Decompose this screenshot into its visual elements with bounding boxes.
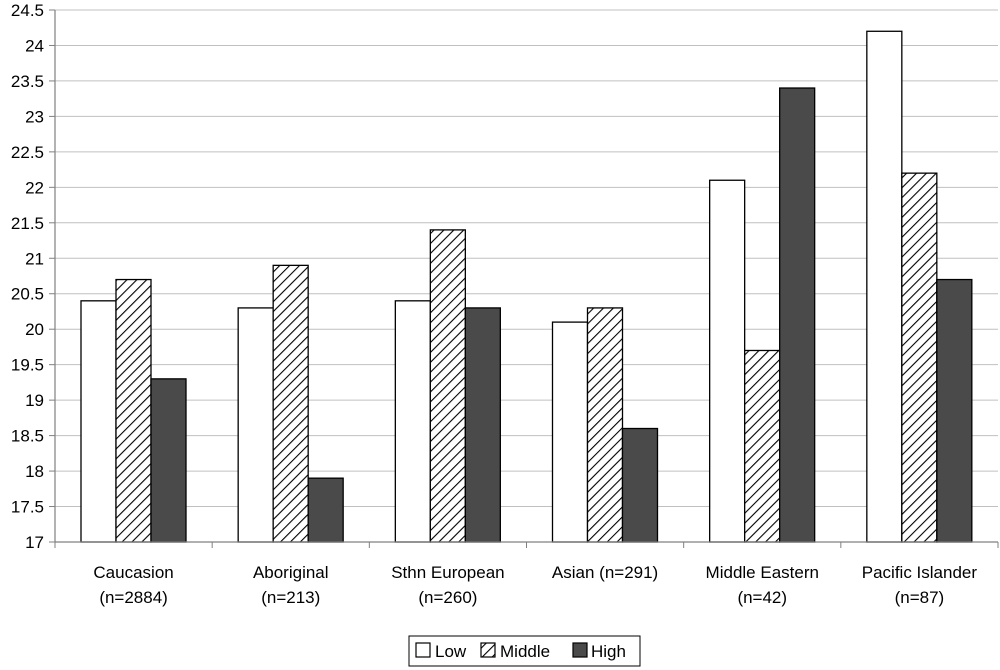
x-category-label: Sthn European — [391, 563, 504, 582]
y-tick-label: 19 — [25, 391, 44, 410]
y-tick-label: 21 — [25, 249, 44, 268]
bar-middle — [586, 307, 624, 543]
y-tick-label: 23.5 — [11, 72, 44, 91]
bar-low — [394, 300, 431, 543]
y-tick-label: 20 — [25, 320, 44, 339]
bar-low — [866, 30, 903, 543]
bar-low — [237, 307, 274, 543]
bar-middle — [901, 172, 938, 543]
y-tick-label: 20.5 — [11, 285, 44, 304]
y-tick-label: 17 — [25, 533, 44, 552]
bar-low — [551, 321, 589, 543]
legend-box — [408, 635, 641, 667]
y-tick-label: 24 — [25, 36, 44, 55]
x-category-label: Pacific Islander — [862, 563, 978, 582]
y-tick-label: 23 — [25, 107, 44, 126]
x-axis-labels: Caucasion (n=2884) Aboriginal (n=213) Sthn E… — [93, 563, 977, 607]
bar-high — [307, 477, 344, 543]
bar-middle — [744, 349, 781, 543]
bar-low — [80, 300, 117, 543]
bar-low — [709, 179, 746, 543]
legend-label-low: Low — [435, 642, 467, 661]
bar-high — [464, 307, 501, 543]
gridlines — [55, 9, 998, 543]
y-tick-label: 24.5 — [11, 1, 44, 20]
x-category-label: (n=213) — [261, 588, 320, 607]
legend-swatch-low — [415, 642, 431, 658]
bar-middle — [115, 278, 152, 543]
bar-middle — [272, 264, 309, 543]
y-tick-label: 22.5 — [11, 143, 44, 162]
bar-high — [621, 427, 659, 543]
y-tick-label: 21.5 — [11, 214, 44, 233]
y-tick-label: 18 — [25, 462, 44, 481]
bar-high — [779, 87, 816, 543]
x-category-label: Asian (n=291) — [552, 563, 658, 582]
x-category-label: (n=260) — [418, 588, 477, 607]
y-tick-label: 19.5 — [11, 356, 44, 375]
y-tick-label: 22 — [25, 178, 44, 197]
x-category-label: Middle Eastern — [706, 563, 819, 582]
bar-high — [936, 278, 973, 543]
legend-swatch-middle — [480, 642, 496, 658]
legend-label-high: High — [591, 642, 626, 661]
y-tick-label: 17.5 — [11, 498, 44, 517]
legend-swatch-high — [572, 642, 588, 658]
legend-label-middle: Middle — [500, 642, 550, 661]
x-category-label: (n=2884) — [99, 588, 168, 607]
bar-high — [150, 378, 187, 543]
bar-middle — [429, 229, 466, 543]
axes — [54, 10, 999, 548]
x-category-label: (n=87) — [895, 588, 945, 607]
x-category-label: (n=42) — [737, 588, 787, 607]
bars — [80, 30, 973, 543]
x-category-label: Aboriginal — [253, 563, 329, 582]
y-axis-ticks: 17 17.5 18 18.5 19 19.5 20 20.5 21 21.5 22 22.5 23 23… — [11, 1, 55, 552]
plot-area — [55, 10, 998, 542]
legend: Low Middle High — [408, 635, 641, 667]
y-tick-label: 18.5 — [11, 427, 44, 446]
x-category-label: Caucasion — [93, 563, 173, 582]
